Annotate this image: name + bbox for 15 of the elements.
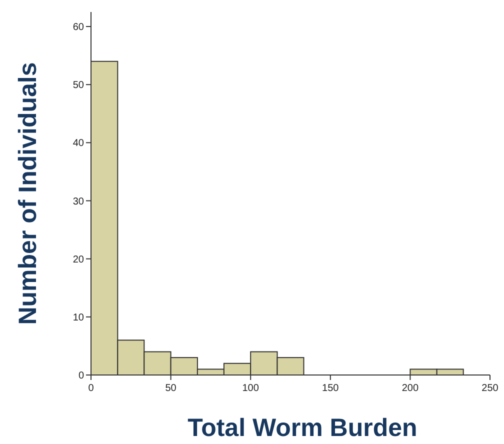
y-tick-label: 0 [78,370,84,382]
y-axis-title: Number of Individuals [14,62,42,325]
y-tick-label: 10 [72,312,84,324]
x-tick-label: 100 [242,383,260,394]
x-axis-title: Total Worm Burden [188,414,418,442]
y-tick-label: 30 [72,196,84,208]
x-tick-label: 250 [482,383,499,394]
y-tick-label: 60 [72,22,84,34]
x-tick-label: 50 [165,383,177,394]
y-tick-label: 20 [72,254,84,266]
x-tick-label: 0 [88,383,94,394]
y-tick-label: 50 [72,80,84,92]
y-tick-label: 40 [72,138,84,150]
x-tick-label: 200 [402,383,419,394]
x-tick-label: 150 [322,383,340,394]
